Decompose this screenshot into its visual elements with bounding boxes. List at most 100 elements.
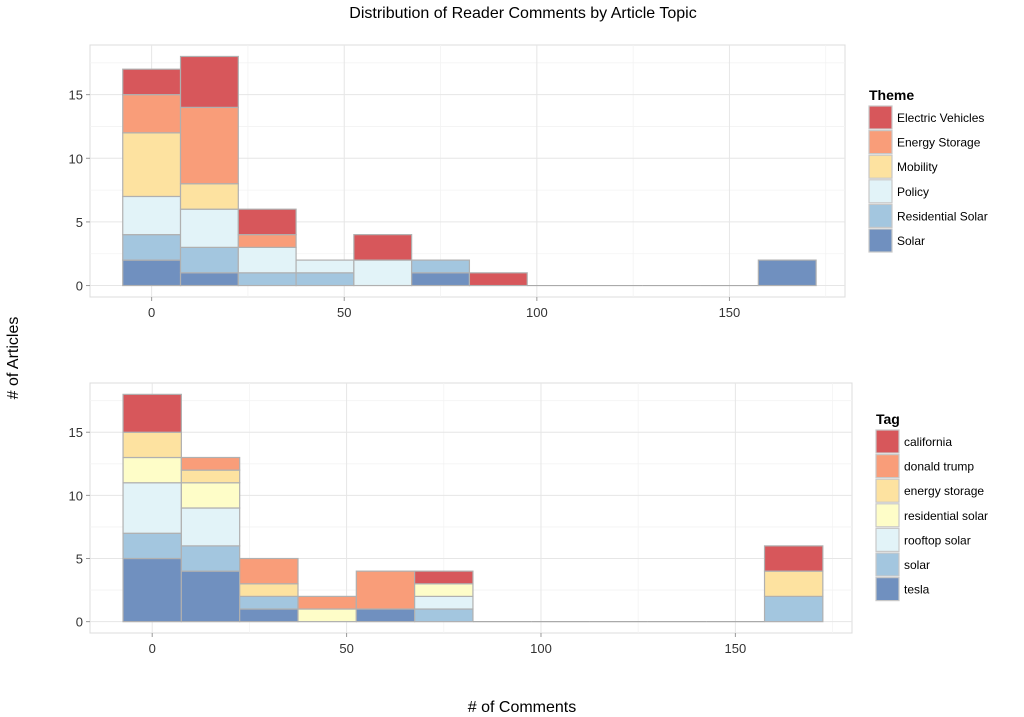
x-tick-label: 100 (526, 305, 548, 320)
bar-segment (353, 259, 413, 287)
y-tick-label: 0 (76, 615, 83, 630)
bar-segment (180, 469, 241, 484)
bar-segment (179, 272, 239, 287)
legend-label: Electric Vehicles (897, 111, 984, 125)
bar-segment (239, 583, 299, 597)
legend-label: rooftop solar (904, 533, 971, 547)
bar-segment (414, 595, 474, 610)
chart-title: Distribution of Reader Comments by Artic… (349, 5, 696, 22)
y-tick-label: 15 (69, 425, 83, 440)
bar-segment (122, 431, 182, 459)
x-tick-label: 50 (337, 305, 351, 320)
bar-segment (355, 570, 416, 610)
x-tick-label: 150 (719, 305, 741, 320)
legend-label: Policy (897, 185, 929, 199)
x-axis-title: # of Comments (468, 699, 576, 716)
bar-segment (353, 234, 413, 261)
legend-swatch (875, 527, 900, 553)
bar-segment (122, 234, 182, 261)
legend-swatch (868, 179, 893, 204)
bar-segment (414, 608, 474, 623)
bar-segment (122, 532, 182, 560)
bar-segment (122, 393, 182, 433)
legend-label: donald trump (904, 460, 974, 474)
legend-label: Residential Solar (897, 209, 988, 223)
bar-segment (237, 272, 297, 287)
legend-label: tesla (904, 583, 930, 597)
bar-segment (239, 595, 299, 610)
y-axis-title: # of Articles (5, 317, 22, 400)
legend-label: Energy Storage (897, 136, 981, 150)
legend-label: Solar (897, 234, 925, 248)
bar-segment (411, 272, 471, 287)
legend-title: Theme (869, 87, 914, 103)
legend-swatch (868, 203, 893, 228)
bar-segment (179, 246, 239, 274)
bar-segment (122, 195, 182, 236)
y-tick-label: 0 (76, 279, 83, 294)
legend-swatch (875, 454, 900, 479)
legend-swatch (868, 228, 893, 253)
bar-segment (122, 259, 182, 287)
bar-segment (122, 132, 182, 198)
legend-label: solar (904, 558, 930, 572)
bar-segment (237, 208, 297, 236)
bar-segment (179, 55, 239, 108)
legend-label: residential solar (904, 509, 988, 523)
x-tick-label: 0 (148, 305, 155, 320)
bar-segment (295, 272, 355, 287)
x-tick-label: 150 (725, 641, 747, 656)
bar-segment (297, 595, 357, 610)
y-tick-label: 5 (76, 552, 83, 567)
x-tick-label: 100 (530, 641, 552, 656)
legend-swatch (875, 503, 900, 528)
bar-segment (411, 259, 471, 274)
y-tick-label: 10 (69, 151, 83, 166)
bar-segment (180, 545, 241, 572)
bar-segment (180, 507, 241, 547)
bar-segment (239, 557, 299, 585)
x-tick-label: 0 (149, 641, 156, 656)
y-tick-label: 10 (69, 488, 83, 503)
bar-segment (180, 570, 241, 623)
bar-segment (179, 208, 239, 248)
legend-swatch (875, 429, 900, 454)
bar-segment (122, 68, 182, 96)
legend-label: Mobility (897, 160, 938, 174)
bar-segment (414, 570, 474, 585)
bar-segment (763, 570, 824, 597)
bar-segment (122, 94, 182, 134)
legend-label: energy storage (904, 484, 984, 498)
bar-segment (414, 583, 474, 597)
bar-segment (295, 259, 355, 274)
bar-segment (355, 608, 416, 623)
bar-segment (297, 608, 357, 623)
x-tick-label: 50 (339, 641, 353, 656)
bar-segment (179, 106, 239, 185)
y-tick-label: 15 (69, 88, 83, 103)
legend-swatch (875, 576, 900, 602)
bar-segment (180, 482, 241, 509)
bar-segment (763, 595, 824, 623)
legend-swatch (875, 478, 900, 503)
legend-label: california (904, 435, 952, 449)
legend-title: Tag (876, 411, 900, 427)
bar-segment (122, 482, 182, 534)
bar-segment (122, 456, 182, 484)
legend-swatch (868, 154, 893, 179)
bar-segment (239, 608, 299, 623)
bar-segment (468, 272, 528, 287)
bar-segment (122, 557, 182, 623)
y-tick-label: 5 (76, 215, 83, 230)
bar-segment (237, 234, 297, 248)
bar-segment (180, 456, 241, 471)
bar-segment (757, 259, 817, 287)
bar-segment (179, 183, 239, 210)
legend-swatch (868, 130, 893, 155)
bar-segment (763, 545, 824, 572)
legend-swatch (875, 552, 900, 577)
legend-swatch (868, 105, 893, 130)
